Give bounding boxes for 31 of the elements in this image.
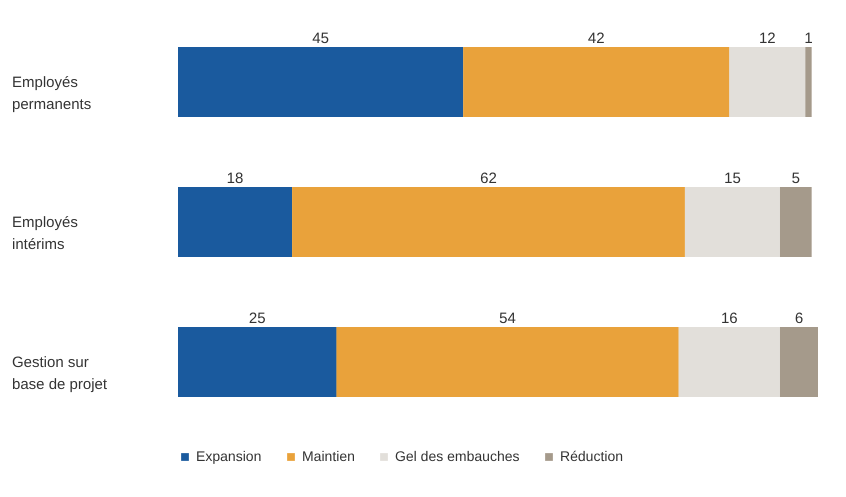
- bar: [463, 47, 730, 117]
- data-label: 16: [720, 310, 738, 327]
- data-label: 12: [758, 30, 776, 47]
- legend-label: Expansion: [196, 448, 262, 464]
- data-label: 42: [588, 30, 605, 47]
- y-tick-label: Employés intérims: [12, 214, 78, 253]
- data-label: 54: [499, 310, 516, 327]
- data-label: 6: [794, 310, 804, 327]
- bar: [678, 327, 780, 397]
- bar: [684, 187, 780, 257]
- bar: [178, 187, 292, 257]
- bar: [292, 187, 685, 257]
- data-label: 5: [792, 170, 800, 187]
- data-label: 45: [312, 30, 329, 47]
- legend-label: Gel des embauches: [395, 448, 520, 464]
- data-label: 15: [724, 170, 741, 187]
- data-label: 25: [248, 310, 266, 327]
- bar: [805, 47, 812, 117]
- bar: [178, 327, 336, 397]
- data-label: 18: [226, 170, 244, 187]
- bar: [780, 327, 818, 397]
- y-tick-label: Gestion sur base de projet: [12, 354, 108, 393]
- bar: [336, 327, 679, 397]
- data-label: 62: [480, 170, 497, 187]
- y-tick-label: Employés permanents: [12, 74, 92, 113]
- legend-label: Réduction: [560, 448, 624, 464]
- bar: [729, 47, 806, 117]
- bar: [780, 187, 812, 257]
- legend-label: Maintien: [302, 448, 355, 464]
- bar: [178, 47, 464, 117]
- data-label: 1: [804, 30, 813, 47]
